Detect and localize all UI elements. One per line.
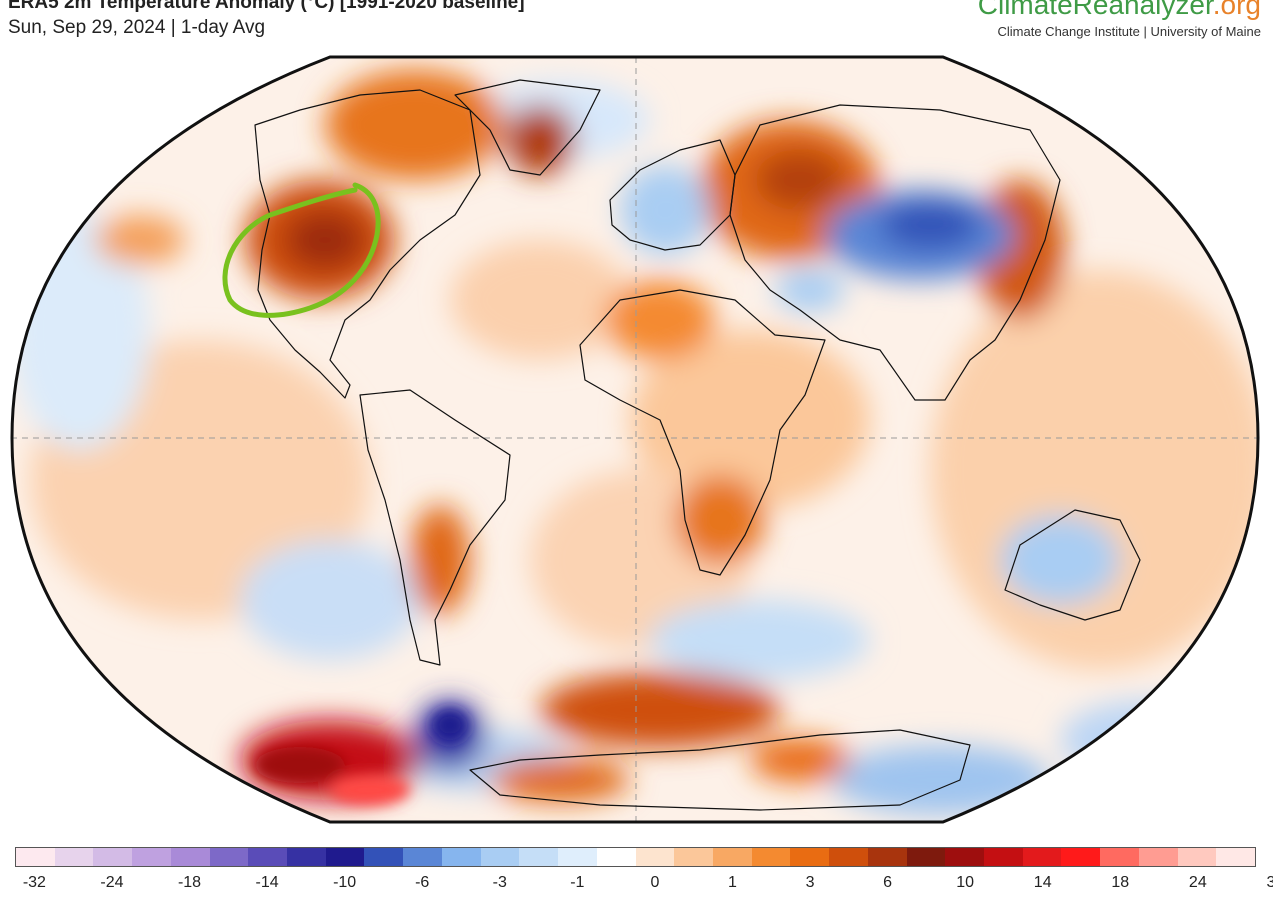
scale-cell — [93, 848, 133, 866]
scale-cell — [906, 848, 946, 866]
scale-tick-label: -14 — [255, 874, 279, 891]
scale-cell — [1022, 848, 1062, 866]
scale-tick-label: 18 — [1111, 874, 1130, 891]
scale-cell — [1177, 848, 1217, 866]
scale-cell — [209, 848, 249, 866]
scale-cell — [1138, 848, 1178, 866]
world-anomaly-map — [10, 55, 1260, 824]
scale-cell — [1100, 848, 1139, 866]
scale-cell — [325, 848, 365, 866]
north-america-outline — [254, 89, 481, 399]
scale-cell — [1061, 848, 1101, 866]
scale-cell — [829, 848, 868, 866]
scale-cell — [790, 848, 830, 866]
scale-cell — [54, 848, 94, 866]
scale-tick-label: 3 — [805, 874, 815, 891]
scale-cell — [712, 848, 752, 866]
brand-logo[interactable]: ClimateReanalyzer.org — [978, 0, 1261, 20]
south-america-outline — [359, 389, 511, 666]
brand-block: ClimateReanalyzer.org Climate Change Ins… — [978, 0, 1261, 39]
scale-tick-label: -10 — [333, 874, 357, 891]
scale-tick-label: -6 — [415, 874, 430, 891]
scale-cell — [170, 848, 210, 866]
brand-name: ClimateReanalyzer — [977, 0, 1213, 20]
scale-tick-label: -32 — [22, 874, 46, 891]
scale-tick-label: 0 — [650, 874, 660, 891]
scale-cell — [558, 848, 597, 866]
scale-tick-label: 10 — [956, 874, 975, 891]
scale-cell — [16, 848, 55, 866]
highlight-circle — [222, 182, 381, 318]
scale-tick-label: 1 — [728, 874, 737, 891]
color-scale-bar — [15, 847, 1256, 867]
scale-tick-label: -18 — [177, 874, 202, 891]
scale-cell — [132, 848, 171, 866]
asia-outline — [729, 104, 1061, 401]
scale-cell — [519, 848, 559, 866]
africa-outline — [579, 289, 826, 576]
coastlines — [254, 79, 1141, 811]
scale-tick-label: 32 — [1266, 874, 1273, 891]
scale-cell — [1216, 848, 1255, 866]
scale-cell — [596, 848, 636, 866]
australia-outline — [1004, 509, 1141, 621]
scale-cell — [674, 848, 713, 866]
color-scale-ticks: -32-24-18-14-10-6-3-101361014182432 — [0, 874, 1273, 896]
scale-cell — [480, 848, 520, 866]
globe-border — [10, 55, 1260, 824]
scale-cell — [867, 848, 907, 866]
scale-tick-label: 6 — [883, 874, 893, 891]
brand-tagline: Climate Change Institute | University of… — [997, 24, 1262, 39]
scale-tick-label: -1 — [570, 874, 585, 891]
greenland-outline — [454, 79, 601, 176]
scale-tick-label: 24 — [1188, 874, 1207, 891]
map-field — [12, 57, 1258, 822]
antarctica-outline — [469, 729, 971, 811]
scale-cell — [441, 848, 481, 866]
scale-cell — [945, 848, 984, 866]
scale-tick-label: -24 — [100, 874, 124, 891]
scale-cell — [287, 848, 326, 866]
scale-tick-label: 14 — [1033, 874, 1052, 891]
anomaly-blobs — [12, 70, 1258, 815]
scale-tick-label: -3 — [492, 874, 507, 891]
scale-cell — [403, 848, 442, 866]
page-title: ERA5 2m Temperature Anomaly (°C) [1991-2… — [8, 0, 525, 13]
scale-cell — [364, 848, 404, 866]
scale-cell — [635, 848, 675, 866]
anomaly-cores — [255, 709, 468, 805]
brand-tld: .org — [1212, 0, 1261, 20]
date-subtitle: Sun, Sep 29, 2024 | 1-day Avg — [8, 17, 266, 38]
scale-cell — [983, 848, 1023, 866]
scale-cell — [248, 848, 288, 866]
scale-cell — [751, 848, 791, 866]
